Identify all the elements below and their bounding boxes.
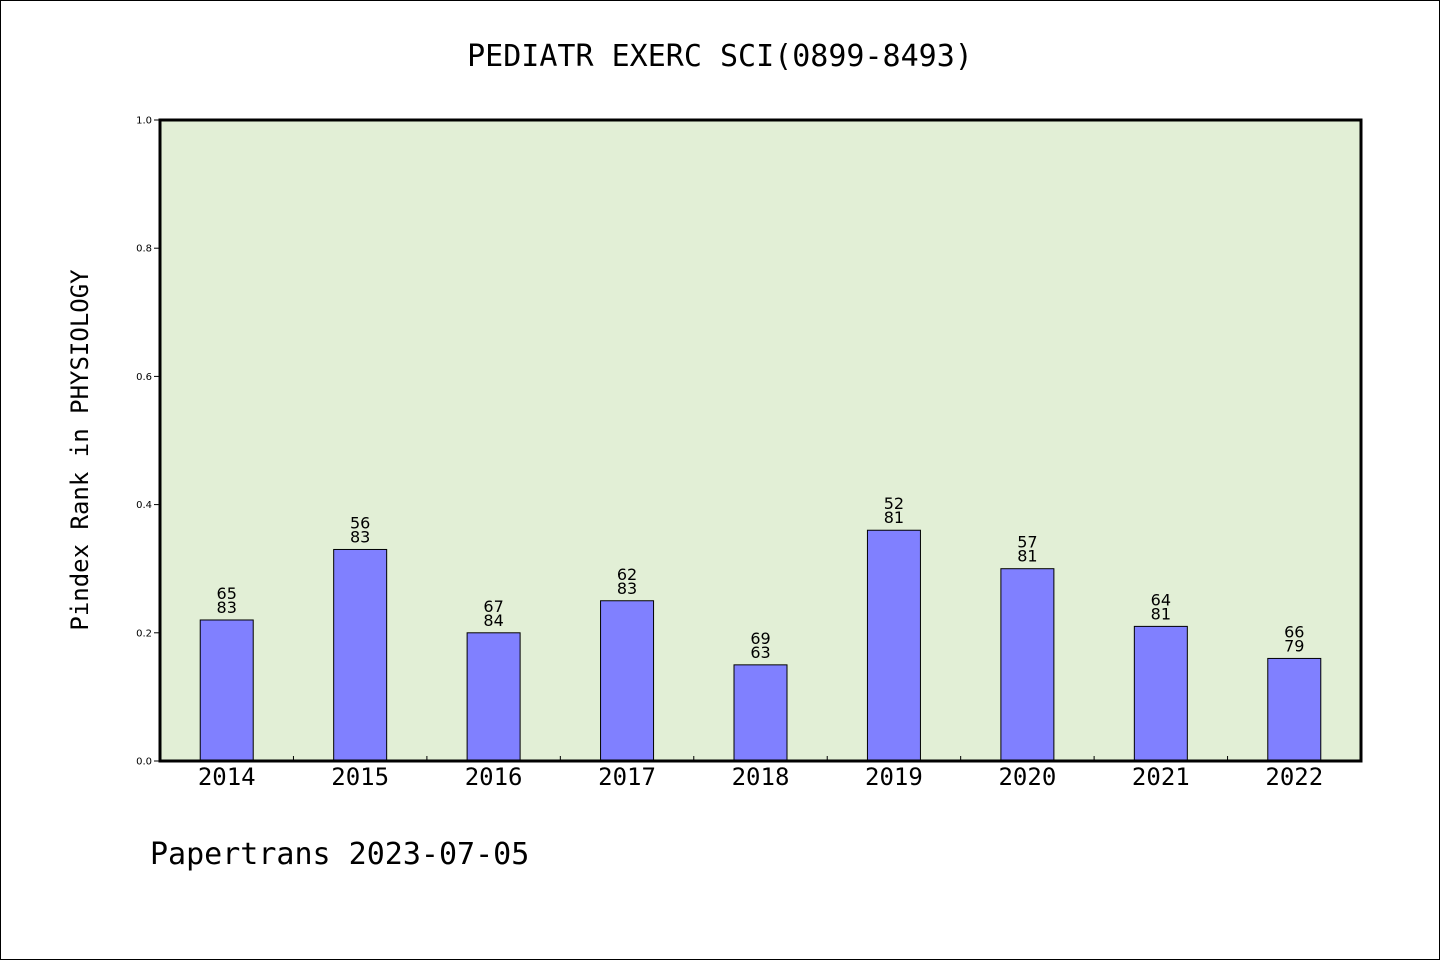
- x-tick-label: 2015: [331, 763, 389, 791]
- x-tick-label: 2021: [1132, 763, 1190, 791]
- x-tick-label: 2016: [465, 763, 523, 791]
- bar-label-bottom: 84: [483, 611, 503, 630]
- y-axis: 0.0 0.2 0.4 0.6 0.8 1.0: [136, 116, 160, 768]
- bar-label-top: 64: [1151, 590, 1171, 609]
- bar-label-bottom: 79: [1284, 636, 1304, 655]
- bar-2016: [466, 632, 521, 762]
- bar-label-top: 62: [617, 565, 637, 584]
- bar-2022: [1267, 657, 1322, 762]
- bar-label-top: 56: [350, 513, 370, 532]
- bar-2019: [866, 529, 921, 762]
- x-tick-label: 2019: [865, 763, 923, 791]
- chart-title: PEDIATR EXERC SCI(0899-8493): [467, 39, 973, 74]
- bar-label-bottom: 63: [750, 643, 770, 662]
- x-tick-label: 2017: [598, 763, 656, 791]
- footer-text: Papertrans 2023-07-05: [150, 837, 529, 872]
- bar-label-bottom: 83: [217, 598, 237, 617]
- x-tick-label: 2018: [732, 763, 790, 791]
- bar-label-bottom: 81: [1151, 604, 1171, 623]
- bars: [199, 529, 1322, 762]
- y-tick-label: 0.8: [136, 244, 152, 255]
- bar-label-top: 69: [750, 629, 770, 648]
- y-axis-label: Pindex Rank in PHYSIOLOGY: [66, 269, 94, 631]
- x-tick-label: 2020: [998, 763, 1056, 791]
- bar-label-top: 65: [217, 584, 237, 603]
- bar-label-bottom: 83: [350, 527, 370, 546]
- bar-label-top: 57: [1017, 533, 1037, 552]
- y-tick-label: 0.0: [136, 757, 152, 768]
- bar-label-bottom: 81: [884, 508, 904, 527]
- bar-label-bottom: 83: [617, 579, 637, 598]
- bar-2020: [1000, 568, 1055, 762]
- bar-2018: [733, 664, 788, 762]
- y-tick-label: 0.2: [136, 628, 152, 639]
- x-axis: 2014 2015 2016 2017 2018 2019 2020 2021 2022: [198, 756, 1323, 791]
- bar-label-top: 67: [483, 597, 503, 616]
- bar-2021: [1133, 625, 1188, 762]
- y-tick-label: 1.0: [136, 116, 152, 127]
- bar-2015: [333, 548, 388, 762]
- bar-2014: [199, 619, 254, 762]
- bar-2017: [600, 600, 655, 762]
- plot-border: [158, 118, 1363, 763]
- y-tick-label: 0.4: [136, 500, 152, 511]
- y-tick-label: 0.6: [136, 372, 152, 383]
- bar-label-top: 66: [1284, 622, 1304, 641]
- bar-label-bottom: 81: [1017, 547, 1037, 566]
- x-tick-label: 2014: [198, 763, 256, 791]
- bar-label-top: 52: [884, 494, 904, 513]
- x-tick-label: 2022: [1265, 763, 1323, 791]
